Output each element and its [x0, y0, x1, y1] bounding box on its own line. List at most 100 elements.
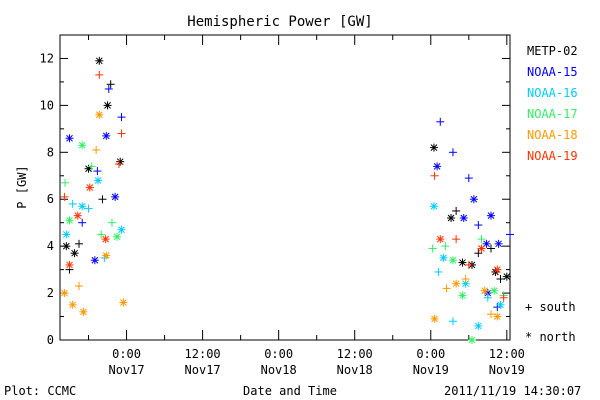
data-point-south — [87, 162, 96, 171]
data-point-north — [469, 195, 478, 204]
data-point-north — [502, 272, 511, 281]
data-point-north — [429, 202, 438, 211]
data-point-south — [496, 275, 505, 283]
data-point-north — [447, 214, 456, 222]
data-point-north — [448, 256, 457, 265]
y-tick-label: 0 — [47, 333, 54, 347]
data-point-north — [68, 300, 77, 309]
data-point-north — [490, 286, 499, 295]
x-tick-time-label: 0:00 — [112, 347, 141, 361]
data-point-south — [461, 275, 470, 283]
data-point-north — [60, 289, 69, 298]
data-point-north — [486, 211, 495, 220]
data-point-north — [111, 192, 120, 201]
data-point-north — [65, 216, 74, 225]
data-point-south — [75, 282, 84, 291]
data-point-north — [496, 300, 505, 309]
data-point-south — [452, 235, 461, 244]
data-point-south — [117, 129, 126, 138]
data-point-south — [486, 310, 495, 319]
y-tick-label: 4 — [47, 239, 54, 253]
legend-entry: NOAA-15 — [527, 65, 578, 79]
data-point-north — [94, 176, 103, 185]
data-point-south — [448, 317, 457, 326]
data-marks-group — [60, 56, 514, 344]
data-point-north — [79, 307, 88, 316]
data-point-south — [92, 145, 101, 154]
data-point-south — [464, 174, 473, 183]
marker-legend-entry: * north — [525, 330, 576, 344]
plot-frame — [59, 34, 511, 341]
data-point-north — [429, 143, 438, 152]
x-tick-date-label: Nov18 — [261, 363, 297, 377]
axes-group: 0 2 4 6 8 10 12 0:00 Nov17 12:00 Nov17 0:00 Nov18 12:… — [40, 34, 525, 377]
x-tick-time-label: 0:00 — [264, 347, 293, 361]
data-point-north — [102, 131, 111, 140]
data-point-north — [65, 134, 74, 143]
data-point-south — [441, 242, 450, 251]
data-point-south — [78, 218, 87, 227]
data-point-south — [464, 260, 473, 269]
data-point-north — [70, 249, 79, 258]
data-point-north — [102, 251, 111, 260]
data-point-south — [434, 267, 443, 276]
data-point-south — [506, 230, 514, 239]
data-point-north — [78, 141, 87, 150]
data-point-south — [477, 235, 486, 244]
legend-entry: NOAA-18 — [527, 128, 578, 142]
x-tick-date-label: Nov19 — [413, 363, 449, 377]
timestamp-label: 2011/11/19 14:30:07 — [444, 384, 582, 398]
data-point-north — [493, 312, 502, 321]
data-point-north — [474, 321, 483, 330]
y-axis-label: P [GW] — [15, 165, 29, 209]
data-point-south — [68, 199, 77, 208]
data-point-south — [474, 249, 483, 258]
x-tick-time-label: 12:00 — [337, 347, 373, 361]
data-point-south — [106, 80, 115, 89]
legend-entry: NOAA-17 — [527, 107, 578, 121]
legend-entry: NOAA-19 — [527, 149, 578, 163]
data-point-north — [95, 56, 104, 65]
y-tick-label: 10 — [40, 98, 54, 112]
marker-legend-entry: + south — [525, 300, 576, 314]
x-tick-time-label: 12:00 — [185, 347, 221, 361]
data-point-south — [104, 84, 113, 93]
data-point-south — [107, 218, 116, 227]
x-tick-date-label: Nov18 — [337, 363, 373, 377]
data-point-north — [480, 286, 489, 295]
data-point-north — [430, 314, 439, 323]
chart-title: Hemispheric Power [GW] — [187, 14, 373, 30]
x-tick-date-label: Nov19 — [489, 363, 525, 377]
data-point-north — [101, 235, 110, 244]
data-point-south — [452, 206, 461, 215]
data-point-north — [458, 258, 467, 267]
data-point-north — [119, 298, 128, 307]
data-point-north — [117, 225, 126, 234]
data-point-south — [98, 195, 107, 204]
data-point-north — [90, 256, 99, 265]
data-point-north — [433, 162, 442, 171]
data-point-north — [113, 232, 122, 241]
data-point-north — [62, 230, 71, 239]
data-point-south — [499, 293, 508, 302]
data-point-north — [439, 253, 448, 262]
data-point-south — [60, 192, 69, 201]
y-tick-label: 8 — [47, 145, 54, 159]
data-point-south — [486, 244, 495, 253]
data-point-north — [62, 242, 71, 251]
data-point-south — [428, 244, 437, 253]
legend-entry: NOAA-16 — [527, 86, 578, 100]
data-point-south — [117, 113, 126, 122]
data-point-south — [97, 230, 106, 239]
data-point-north — [85, 183, 94, 192]
data-point-north — [452, 279, 461, 288]
data-point-north — [459, 214, 468, 222]
data-point-south — [84, 204, 93, 213]
x-axis-label: Date and Time — [243, 384, 337, 398]
y-tick-label: 6 — [47, 192, 54, 206]
y-tick-label: 2 — [47, 286, 54, 300]
x-tick-date-label: Nov17 — [108, 363, 144, 377]
x-tick-date-label: Nov17 — [185, 363, 221, 377]
x-tick-time-label: 12:00 — [489, 347, 525, 361]
